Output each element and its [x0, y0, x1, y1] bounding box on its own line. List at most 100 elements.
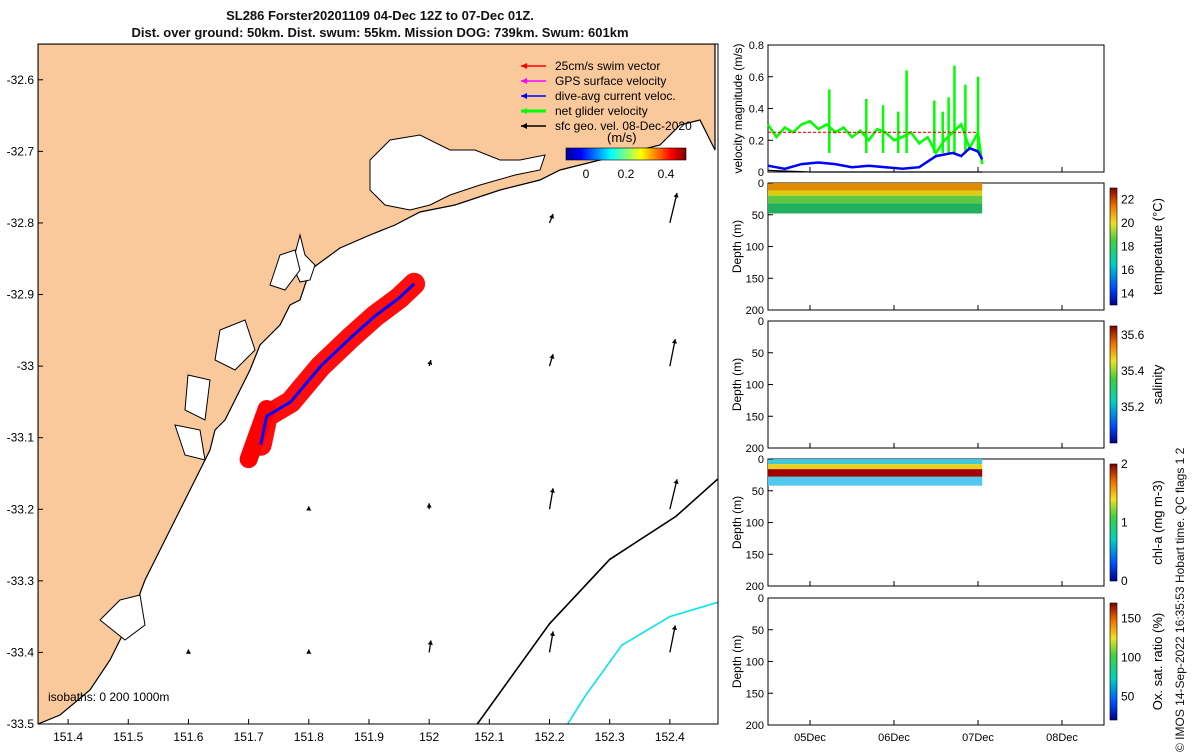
map-ytick-label-9: -33.5 — [7, 717, 35, 731]
map-ytick-label-7: -33.3 — [7, 574, 35, 588]
map-xtick-label-8: 152.2 — [534, 730, 564, 744]
oxygen-ytick-label-1: 50 — [752, 625, 764, 637]
map-frame — [37, 43, 719, 725]
geo-vector-4 — [669, 338, 676, 367]
map-xtick-label-5: 151.9 — [354, 730, 384, 744]
geo-vector-head-12 — [549, 631, 555, 637]
lake-5 — [174, 424, 206, 461]
salinity-ytick-label-1: 50 — [752, 348, 764, 360]
map-xtick-label-10: 152.4 — [655, 730, 685, 744]
chla-band-1 — [768, 464, 983, 470]
lake-2 — [269, 249, 301, 291]
geo-vector-head-6 — [426, 503, 432, 508]
colorbar-tick-1: 0.2 — [618, 167, 635, 181]
chla-ylabel: Depth (m) — [730, 496, 744, 549]
chla-cbar-tick-2: 2 — [1121, 457, 1128, 471]
legend-label-3: net glider velocity — [555, 104, 648, 118]
temperature-colorbar-label: temperature (°C) — [1150, 198, 1165, 295]
map-xtick-label-1: 151.5 — [113, 730, 143, 744]
chla-ytick-label-1: 50 — [752, 486, 764, 498]
geo-vector-head-13 — [671, 625, 677, 631]
vel-ytick-label-2: 0.4 — [749, 104, 764, 116]
salinity-colorbar-label: salinity — [1150, 364, 1165, 404]
map-ytick-label-6: -33.2 — [7, 502, 35, 516]
salinity-ylabel: Depth (m) — [730, 358, 744, 411]
section-panel-chla: 0 50 100 150 200 Depth (m) 0 1 2 chl-a (mg m-3) — [730, 454, 1165, 593]
temperature-ytick-label-0: 0 — [758, 178, 764, 190]
chla-ytick-label-4: 200 — [746, 581, 764, 593]
map-plot: 151.4 151.5 151.6 151.7 151.8 151.9 152 152.1 15… — [7, 43, 719, 744]
map-xtick-label-4: 151.8 — [294, 730, 324, 744]
map-ytick-label-5: -33.1 — [7, 431, 35, 445]
chla-band-3 — [768, 476, 983, 486]
geo-vector-head-3 — [549, 354, 555, 359]
map-xtick-label-0: 151.4 — [53, 730, 83, 744]
legend-label-4: sfc geo. vel. 08-Dec-2020 — [555, 119, 692, 133]
legend-arrow-3 — [521, 108, 527, 114]
oxygen-xtick-label-0: 05Dec — [794, 732, 826, 744]
map-ytick-label-2: -32.8 — [7, 216, 35, 230]
isobath-200m — [476, 466, 718, 724]
geo-vector-head-5 — [306, 506, 312, 511]
geo-vector-13 — [669, 625, 676, 653]
isobaths-label: isobaths: 0 200 1000m — [48, 690, 169, 704]
oxygen-ytick-label-0: 0 — [758, 593, 764, 605]
oxygen-cbar-tick-0: 50 — [1121, 690, 1135, 704]
map-xtick-label-7: 152.1 — [474, 730, 504, 744]
legend-arrow-1 — [521, 78, 527, 84]
legend-arrow-2 — [521, 93, 527, 99]
vel-series-3 — [767, 169, 983, 173]
map-ytick-label-0: -32.6 — [7, 73, 35, 87]
temperature-colorbar — [1109, 187, 1118, 306]
oxygen-xtick-label-3: 08Dec — [1046, 732, 1078, 744]
geo-vector-head-2 — [427, 360, 433, 365]
legend-arrow-4 — [521, 123, 527, 129]
legend-arrow-0 — [521, 63, 527, 69]
chla-cbar-tick-0: 0 — [1121, 574, 1128, 588]
geo-vector-head-11 — [427, 640, 433, 646]
section-panel-temperature: 0 50 100 150 200 Depth (m) 14 16 18 20 22 temperatu… — [730, 178, 1165, 317]
temperature-cbar-tick-3: 20 — [1121, 216, 1135, 230]
temperature-cbar-tick-2: 18 — [1121, 240, 1135, 254]
chla-band-0 — [768, 459, 983, 465]
vel-series-0 — [766, 119, 984, 165]
map-xtick-label-9: 152.3 — [595, 730, 625, 744]
oxygen-cbar-tick-2: 150 — [1121, 612, 1141, 626]
geo-vector-head-8 — [673, 479, 679, 485]
chla-ytick-label-2: 100 — [746, 518, 764, 530]
profile-plots: 0 0.2 0.4 0.6 0.8 velocity magnitude (m/s) 0 50… — [730, 40, 1165, 744]
salinity-cbar-tick-0: 35.2 — [1121, 400, 1145, 414]
temperature-band-1 — [768, 190, 983, 196]
temperature-ytick-label-3: 150 — [746, 273, 764, 285]
velocity-ylabel: velocity magnitude (m/s) — [731, 43, 745, 173]
section-panel-salinity: 0 50 100 150 200 Depth (m) 35.2 35.4 35.6 salinit… — [730, 316, 1165, 455]
current-track — [259, 282, 416, 446]
temperature-band-2 — [768, 195, 983, 204]
chla-colorbar — [1109, 463, 1118, 582]
salinity-ytick-label-3: 150 — [746, 411, 764, 423]
oxygen-xtick-label-2: 07Dec — [962, 732, 994, 744]
salinity-colorbar — [1109, 325, 1118, 444]
map-ytick-label-3: -32.9 — [7, 288, 35, 302]
map-xtick-label-3: 151.7 — [234, 730, 264, 744]
lake-3 — [214, 319, 256, 371]
vel-ytick-label-3: 0.6 — [749, 72, 764, 84]
temperature-band-0 — [768, 183, 983, 191]
oxygen-colorbar — [1109, 602, 1118, 721]
temperature-band-3 — [768, 203, 983, 214]
chla-colorbar-label: chl-a (mg m-3) — [1150, 480, 1165, 565]
temperature-ylabel: Depth (m) — [730, 220, 744, 273]
salinity-cbar-tick-2: 35.6 — [1121, 328, 1145, 342]
geo-vector-head-10 — [306, 649, 312, 654]
temperature-cbar-tick-4: 22 — [1121, 193, 1135, 207]
geo-vector-head-4 — [671, 339, 677, 344]
map-ytick-label-8: -33.4 — [7, 645, 35, 659]
chla-cbar-tick-1: 1 — [1121, 516, 1128, 530]
vel-ytick-label-4: 0.8 — [749, 40, 764, 52]
lake-0 — [369, 134, 546, 211]
isobath-1000m — [566, 601, 718, 724]
vel-ytick-label-0: 0 — [758, 167, 764, 179]
map-xtick-label-6: 152 — [419, 730, 439, 744]
